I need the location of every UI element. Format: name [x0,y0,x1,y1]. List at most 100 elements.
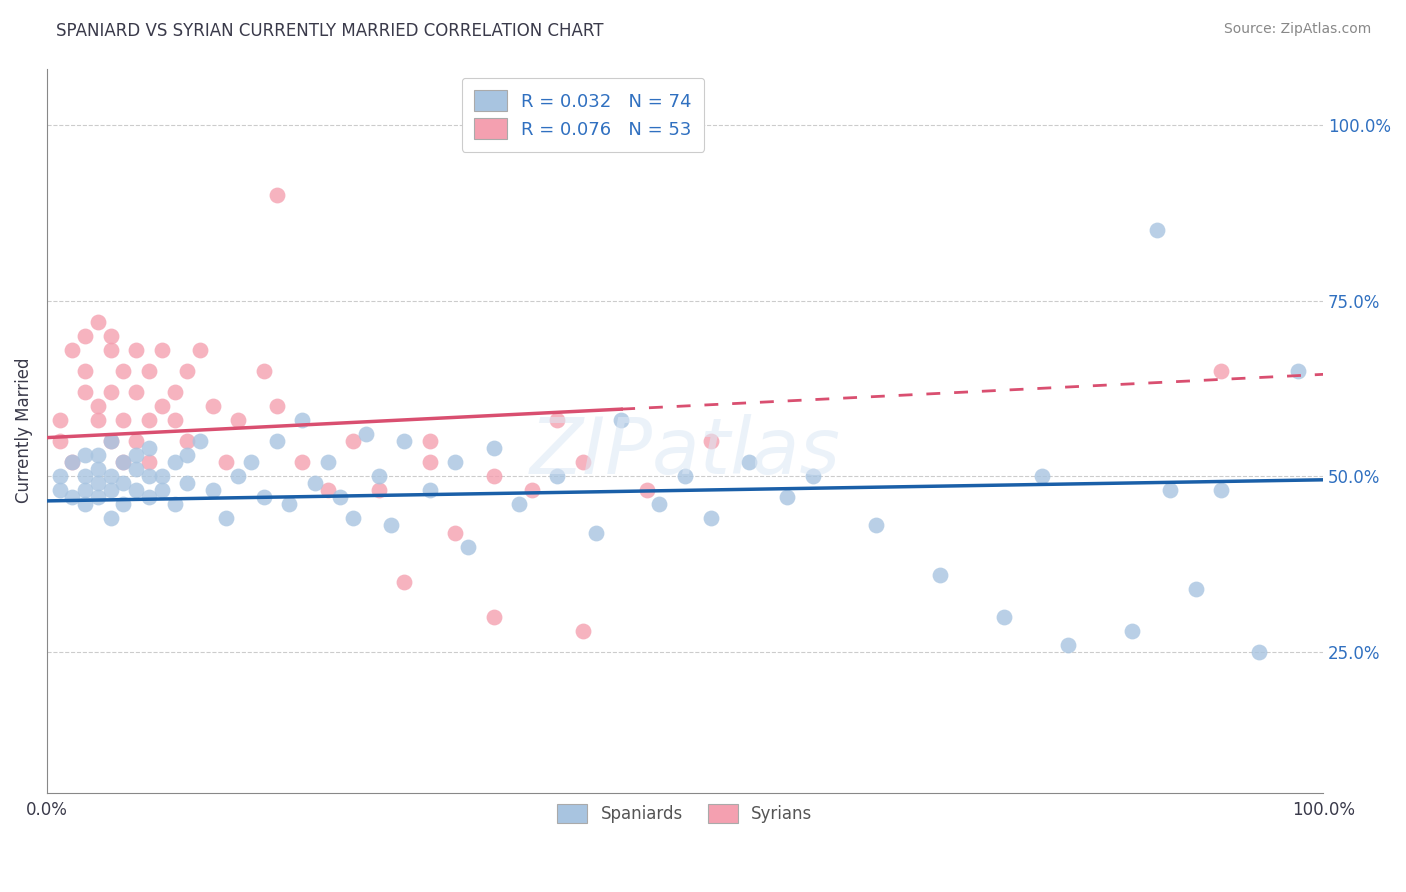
Point [801,469,824,483]
Point [648,497,671,511]
Point [48,413,70,427]
Point [380,518,402,533]
Point [62,455,84,469]
Point [1121,624,1143,638]
Point [201,399,224,413]
Point [929,567,952,582]
Point [585,525,607,540]
Point [138,469,160,483]
Point [62,455,84,469]
Point [266,188,288,202]
Point [188,343,211,357]
Point [1057,638,1080,652]
Point [738,455,761,469]
Point [699,434,721,449]
Point [75,364,97,378]
Point [75,448,97,462]
Point [87,413,110,427]
Point [176,434,198,449]
Point [125,434,148,449]
Point [214,455,236,469]
Legend: Spaniards, Syrians: Spaniards, Syrians [546,792,824,835]
Point [150,469,173,483]
Point [266,434,288,449]
Point [228,469,250,483]
Point [482,441,505,455]
Point [1184,582,1206,596]
Point [125,448,148,462]
Point [100,343,122,357]
Point [150,343,173,357]
Point [367,483,389,498]
Point [48,483,70,498]
Point [1031,469,1053,483]
Point [125,343,148,357]
Point [508,497,530,511]
Point [1146,223,1168,237]
Point [100,384,122,399]
Point [673,469,696,483]
Point [75,328,97,343]
Point [419,483,441,498]
Point [100,483,122,498]
Point [125,462,148,476]
Point [176,448,198,462]
Point [266,399,288,413]
Point [776,491,799,505]
Point [316,483,339,498]
Point [48,434,70,449]
Point [138,413,160,427]
Point [87,491,110,505]
Text: SPANIARD VS SYRIAN CURRENTLY MARRIED CORRELATION CHART: SPANIARD VS SYRIAN CURRENTLY MARRIED COR… [56,22,603,40]
Point [572,455,595,469]
Point [87,315,110,329]
Point [163,384,186,399]
Point [546,413,568,427]
Point [87,462,110,476]
Point [367,469,389,483]
Point [253,491,276,505]
Point [75,384,97,399]
Point [138,491,160,505]
Point [87,476,110,491]
Point [546,469,568,483]
Point [100,469,122,483]
Point [1209,364,1232,378]
Point [87,399,110,413]
Point [48,469,70,483]
Point [214,511,236,525]
Point [75,483,97,498]
Point [176,364,198,378]
Point [253,364,276,378]
Point [201,483,224,498]
Point [228,413,250,427]
Point [62,491,84,505]
Point [112,455,135,469]
Point [482,469,505,483]
Point [610,413,633,427]
Point [125,483,148,498]
Point [993,610,1015,624]
Point [100,434,122,449]
Point [100,511,122,525]
Point [354,427,377,442]
Point [112,497,135,511]
Point [419,434,441,449]
Point [62,343,84,357]
Point [865,518,887,533]
Point [125,384,148,399]
Point [138,364,160,378]
Point [419,455,441,469]
Point [112,455,135,469]
Point [278,497,301,511]
Point [1286,364,1309,378]
Point [176,476,198,491]
Point [342,511,364,525]
Point [163,413,186,427]
Point [138,441,160,455]
Text: Source: ZipAtlas.com: Source: ZipAtlas.com [1223,22,1371,37]
Point [163,497,186,511]
Point [444,455,467,469]
Point [150,399,173,413]
Text: ZIPatlas: ZIPatlas [530,414,841,491]
